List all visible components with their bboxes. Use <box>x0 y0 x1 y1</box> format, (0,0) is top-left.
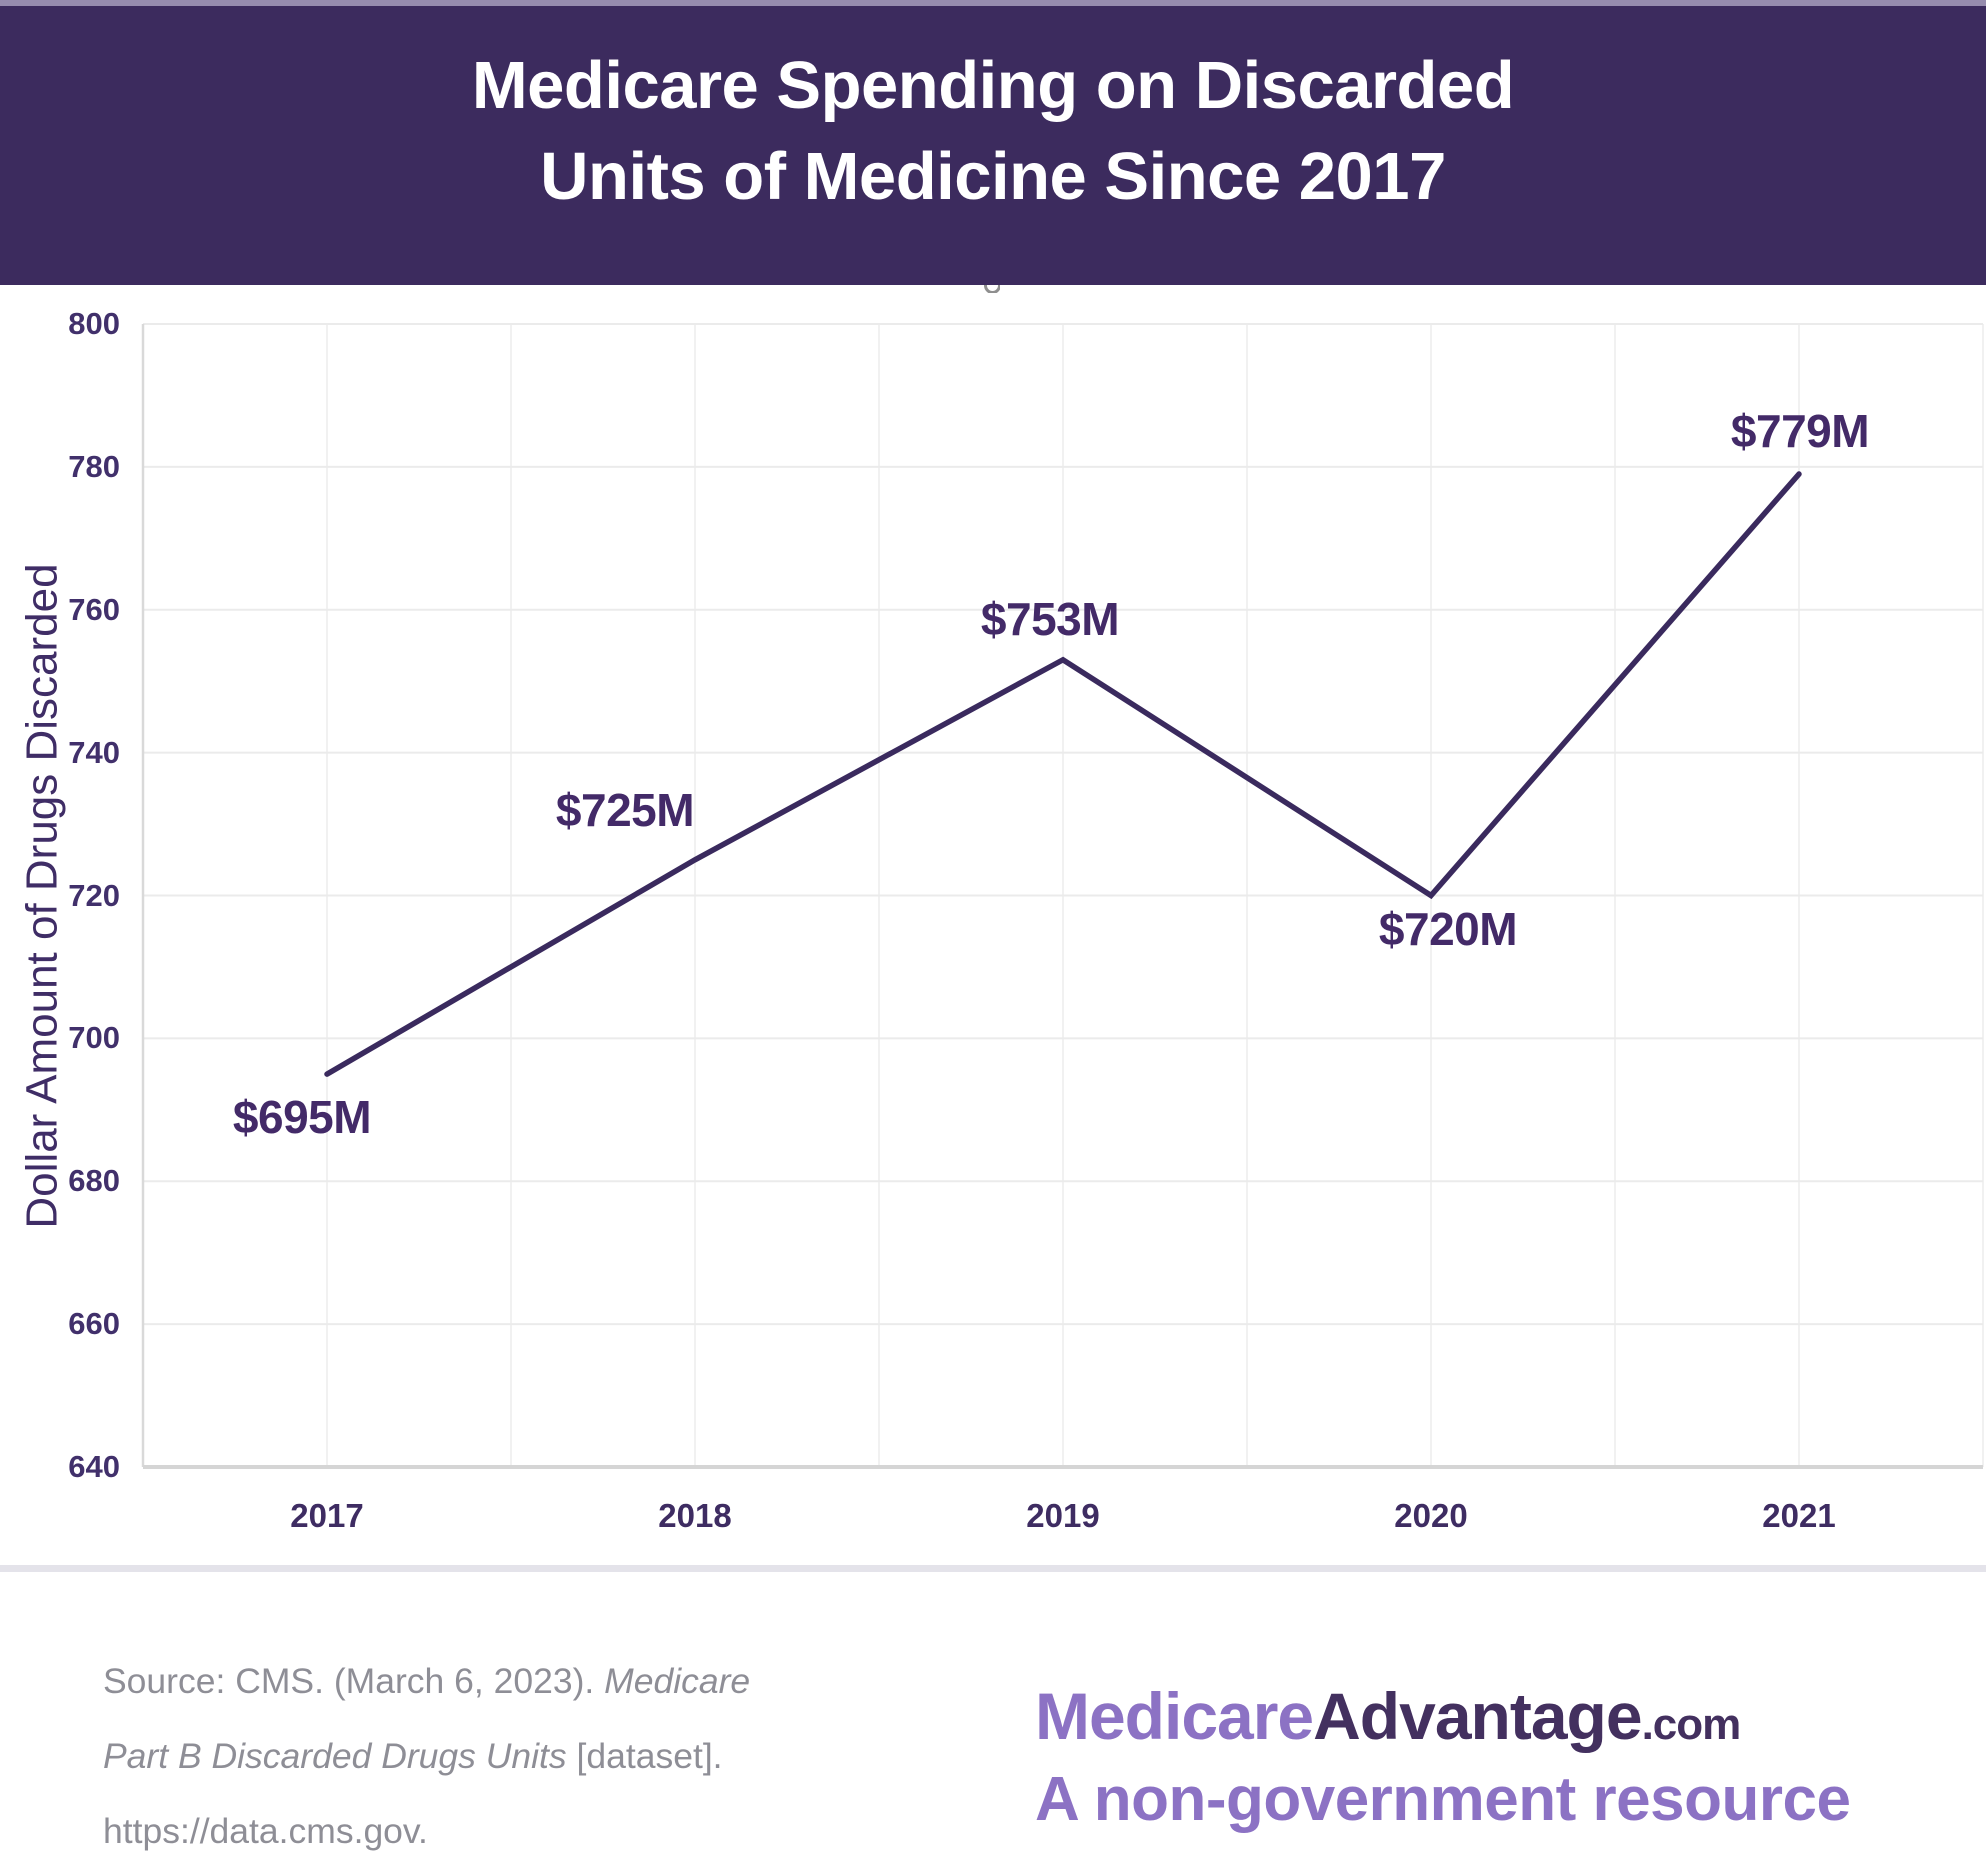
cropped-subtitle-fragment <box>984 285 1000 293</box>
data-point-label: $779M <box>1730 405 1870 458</box>
data-point-label: $695M <box>232 1091 372 1144</box>
logo-tagline: A non-government resource <box>1035 1765 1851 1834</box>
chart-canvas <box>141 323 1984 1469</box>
data-point-label: $753M <box>980 592 1120 645</box>
spending-line-series <box>324 471 1802 1077</box>
source-line1: Source: CMS. (March 6, 2023). Medicare <box>103 1661 751 1701</box>
y-tick-label: 740 <box>68 734 120 770</box>
y-tick-label: 780 <box>68 448 120 484</box>
footer: Source: CMS. (March 6, 2023). Medicare P… <box>0 1572 1986 1872</box>
top-accent-strip <box>0 0 1986 6</box>
y-tick-label: 640 <box>68 1449 120 1484</box>
letter-descender-fragment <box>984 285 1000 293</box>
line-chart: Dollar Amount of Drugs Discarded 640 660 6… <box>0 285 1986 1573</box>
logo-advantage: Advantage <box>1313 1679 1642 1753</box>
medicare-advantage-logo: MedicareAdvantage.com A non-government r… <box>1035 1680 1851 1839</box>
source-line3: https://data.cms.gov. <box>103 1811 428 1851</box>
logo-medicare: Medicare <box>1035 1679 1314 1753</box>
y-tick-label: 720 <box>68 877 120 913</box>
y-tick-label: 660 <box>68 1306 120 1342</box>
data-point-label: $725M <box>555 783 695 836</box>
y-tick-label: 760 <box>68 591 120 627</box>
chart-title: Medicare Spending on Discarded Units of … <box>0 40 1986 222</box>
x-tick-label: 2018 <box>658 1497 732 1534</box>
logo-wordmark: MedicareAdvantage.com <box>1035 1680 1850 1761</box>
x-tick-label: 2021 <box>1762 1497 1836 1534</box>
x-tick-label: 2020 <box>1394 1497 1468 1534</box>
header-banner: Medicare Spending on Discarded Units of … <box>0 6 1986 285</box>
data-point-label: $720M <box>1378 902 1518 955</box>
y-tick-label: 800 <box>68 306 120 341</box>
chart-title-line2: Units of Medicine Since 2017 <box>540 139 1446 214</box>
x-tick-label: 2017 <box>290 1497 364 1534</box>
source-line2: Part B Discarded Drugs Units [dataset]. <box>103 1736 723 1776</box>
y-tick-label: 680 <box>68 1163 120 1199</box>
section-divider <box>0 1565 1986 1572</box>
x-tick-label: 2019 <box>1026 1497 1100 1534</box>
y-tick-label: 700 <box>68 1020 120 1056</box>
source-citation: Source: CMS. (March 6, 2023). Medicare P… <box>103 1644 883 1869</box>
logo-com: .com <box>1641 1700 1742 1749</box>
chart-title-line1: Medicare Spending on Discarded <box>471 48 1515 123</box>
